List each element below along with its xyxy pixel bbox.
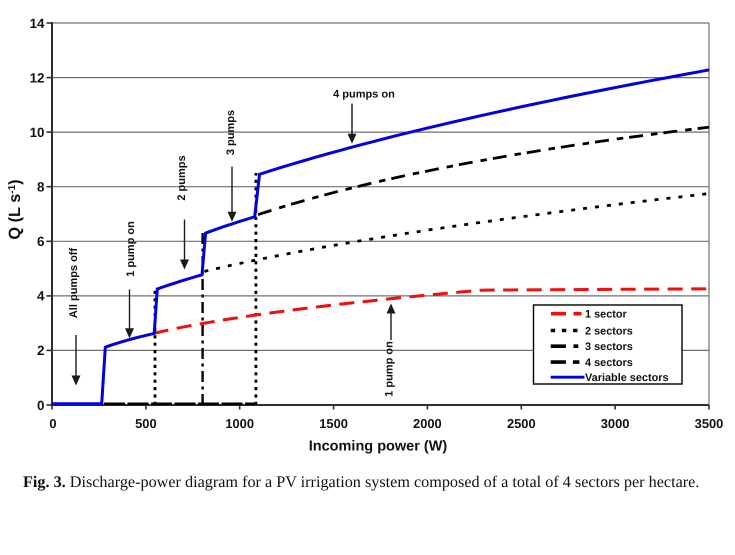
svg-text:Q (L s-1): Q (L s-1) (6, 179, 24, 239)
svg-text:14: 14 (30, 16, 45, 31)
svg-text:3000: 3000 (601, 416, 630, 431)
svg-text:1500: 1500 (319, 416, 348, 431)
svg-text:1000: 1000 (225, 416, 254, 431)
svg-text:12: 12 (30, 70, 45, 85)
svg-text:1 pump on: 1 pump on (383, 341, 395, 397)
svg-text:0: 0 (49, 416, 56, 431)
svg-text:Incoming power (W): Incoming power (W) (309, 439, 448, 455)
svg-text:4: 4 (37, 289, 45, 304)
svg-text:2500: 2500 (507, 416, 536, 431)
svg-text:6: 6 (37, 234, 44, 249)
svg-text:0: 0 (37, 398, 44, 413)
svg-text:500: 500 (135, 416, 157, 431)
svg-text:10: 10 (30, 125, 45, 140)
svg-text:All pumps off: All pumps off (68, 248, 80, 319)
svg-text:1 pump on: 1 pump on (125, 221, 137, 277)
svg-text:4 sectors: 4 sectors (585, 357, 633, 369)
svg-text:4 pumps on: 4 pumps on (333, 89, 395, 101)
svg-text:1 sector: 1 sector (585, 309, 628, 321)
svg-text:2: 2 (37, 343, 44, 358)
svg-text:Variable sectors: Variable sectors (585, 372, 669, 384)
svg-text:3500: 3500 (695, 416, 724, 431)
svg-text:2 pumps: 2 pumps (176, 155, 188, 200)
svg-text:2 sectors: 2 sectors (585, 326, 633, 338)
svg-text:2000: 2000 (413, 416, 442, 431)
svg-text:3 sectors: 3 sectors (585, 341, 633, 353)
svg-text:8: 8 (37, 180, 45, 195)
svg-text:3 pumps: 3 pumps (225, 110, 237, 155)
